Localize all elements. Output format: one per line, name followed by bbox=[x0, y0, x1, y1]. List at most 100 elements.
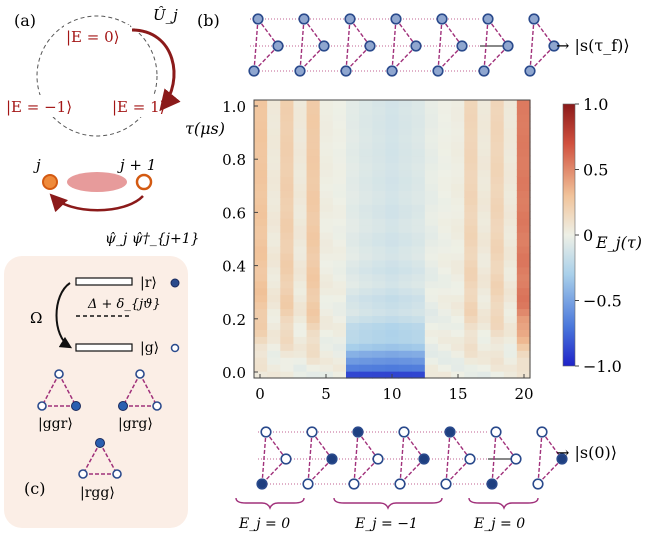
heatmap-cell bbox=[280, 308, 295, 317]
config-ggr-label: |ggr⟩ bbox=[38, 416, 73, 432]
heatmap-cell bbox=[372, 183, 387, 191]
heatmap-cell bbox=[398, 162, 413, 171]
heatmap-cell bbox=[280, 141, 295, 150]
heatmap-cell bbox=[359, 100, 373, 108]
site-j-atom bbox=[42, 174, 58, 190]
heatmap-cell bbox=[438, 294, 452, 303]
heatmap-cell bbox=[359, 155, 373, 164]
heatmap-cell bbox=[267, 294, 281, 303]
ladder-atom bbox=[536, 426, 548, 438]
colorbar-tick-label: 0.5 bbox=[583, 161, 608, 180]
heatmap-cell bbox=[359, 239, 373, 247]
heatmap-cell bbox=[503, 155, 518, 164]
heatmap-cell bbox=[293, 315, 308, 323]
ladder-atom bbox=[532, 478, 544, 490]
heatmap-cell bbox=[346, 350, 360, 358]
heatmap-cell bbox=[254, 245, 268, 254]
heatmap-cell bbox=[319, 100, 334, 108]
heatmap-cell bbox=[451, 245, 465, 254]
ground-label: |g⟩ bbox=[140, 340, 159, 356]
heatmap-cell bbox=[477, 336, 492, 344]
heatmap-cell bbox=[359, 106, 373, 115]
x-tick-label: 15 bbox=[448, 385, 467, 403]
heatmap-cell bbox=[464, 308, 479, 317]
heatmap-cell bbox=[254, 252, 268, 261]
heatmap-cell bbox=[254, 343, 268, 351]
heatmap-cell bbox=[503, 169, 518, 178]
heatmap-cell bbox=[503, 294, 518, 303]
ladder-atom bbox=[444, 426, 456, 438]
heatmap-cell bbox=[372, 239, 387, 247]
heatmap-cell bbox=[385, 197, 400, 205]
heatmap-cell bbox=[411, 218, 426, 226]
ladder-atom bbox=[302, 478, 314, 490]
heatmap-cell bbox=[332, 239, 347, 247]
heatmap-cell bbox=[332, 322, 347, 330]
heatmap-cell bbox=[267, 100, 281, 108]
heatmap-cell bbox=[438, 239, 452, 247]
panel-b-label: (b) bbox=[197, 11, 220, 30]
heatmap-cell bbox=[464, 211, 479, 219]
heatmap-cell bbox=[359, 162, 373, 171]
heatmap-cell bbox=[424, 315, 439, 323]
heatmap-cell bbox=[503, 371, 518, 379]
heatmap-cell bbox=[332, 371, 347, 379]
heatmap-cell bbox=[438, 245, 452, 254]
heatmap-cell bbox=[516, 294, 531, 303]
heatmap-cell bbox=[346, 357, 360, 365]
heatmap-cell bbox=[438, 329, 452, 337]
heatmap-cell bbox=[306, 162, 321, 171]
heatmap-cell bbox=[451, 315, 465, 323]
heatmap-cell bbox=[438, 225, 452, 233]
heatmap-cell bbox=[280, 211, 295, 219]
heatmap-cell bbox=[293, 280, 308, 289]
heatmap-cell bbox=[503, 239, 518, 247]
heatmap-cell bbox=[477, 183, 492, 191]
heatmap-cell bbox=[438, 357, 452, 365]
heatmap-cell bbox=[516, 197, 531, 205]
heatmap-cell bbox=[490, 120, 505, 129]
heatmap-cell bbox=[398, 176, 413, 184]
heatmap-cell bbox=[319, 322, 334, 330]
heatmap-cell bbox=[398, 218, 413, 226]
heatmap-cell bbox=[464, 259, 479, 268]
heatmap-cell bbox=[503, 141, 518, 150]
heatmap-cell bbox=[385, 176, 400, 184]
heatmap-cell bbox=[372, 218, 387, 226]
ladder-atom bbox=[344, 13, 356, 25]
heatmap-cell bbox=[451, 266, 465, 275]
heatmap-cell bbox=[293, 113, 308, 122]
detuning-label: Δ + δ_{jϑ} bbox=[87, 297, 161, 312]
time-axis-label: τ(μs) bbox=[185, 119, 225, 138]
heatmap-cell bbox=[254, 127, 268, 136]
y-tick-label: 0.0 bbox=[222, 364, 246, 382]
heatmap-cell bbox=[398, 280, 413, 289]
heatmap-cell bbox=[267, 259, 281, 268]
heatmap-cell bbox=[319, 336, 334, 344]
colorbar-tick-label: −1.0 bbox=[583, 357, 622, 376]
heatmap-cell bbox=[280, 169, 295, 178]
sector-label-middle: E_j = −1 bbox=[354, 516, 418, 532]
ladder-atom bbox=[502, 40, 514, 52]
heatmap-cell bbox=[293, 211, 308, 219]
heatmap-cell bbox=[490, 245, 505, 254]
heatmap-cell bbox=[319, 308, 334, 317]
heatmap-cell bbox=[306, 280, 321, 289]
ladder-atom bbox=[294, 65, 306, 77]
heatmap-cell bbox=[464, 204, 479, 212]
heatmap-cell bbox=[411, 329, 426, 337]
heatmap-cell bbox=[306, 259, 321, 268]
heatmap-cell bbox=[346, 127, 360, 136]
heatmap-cell bbox=[411, 127, 426, 136]
heatmap-cell bbox=[293, 183, 308, 191]
ladder-atom bbox=[524, 65, 536, 77]
heatmap-cell bbox=[359, 232, 373, 240]
heatmap-cell bbox=[306, 294, 321, 303]
heatmap-cell bbox=[293, 322, 308, 330]
heatmap-cell bbox=[254, 336, 268, 344]
heatmap-cell bbox=[280, 336, 295, 344]
heatmap-cell bbox=[346, 308, 360, 317]
heatmap-cell bbox=[346, 106, 360, 115]
heatmap-cell bbox=[451, 364, 465, 372]
heatmap-cell bbox=[293, 100, 308, 108]
